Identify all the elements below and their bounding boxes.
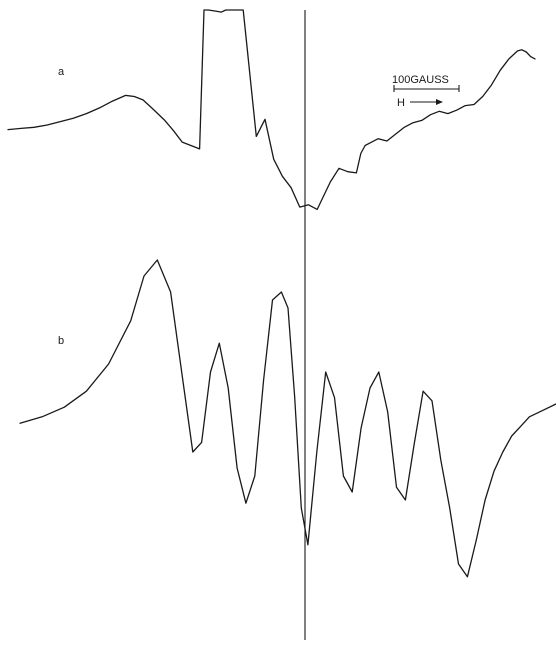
scale-bar-label: 100GAUSS — [392, 74, 449, 86]
spectrum-b-line — [19, 259, 556, 578]
scale-bar: 100GAUSS H — [392, 74, 460, 109]
field-arrow-head — [436, 99, 443, 105]
spectrum-b — [19, 259, 556, 578]
panel-label-b: b — [58, 335, 64, 347]
panel-label-a: a — [58, 66, 65, 78]
field-direction-label: H — [397, 97, 405, 109]
spectrum-a-line — [7, 9, 536, 211]
spectrum-a — [7, 9, 536, 211]
